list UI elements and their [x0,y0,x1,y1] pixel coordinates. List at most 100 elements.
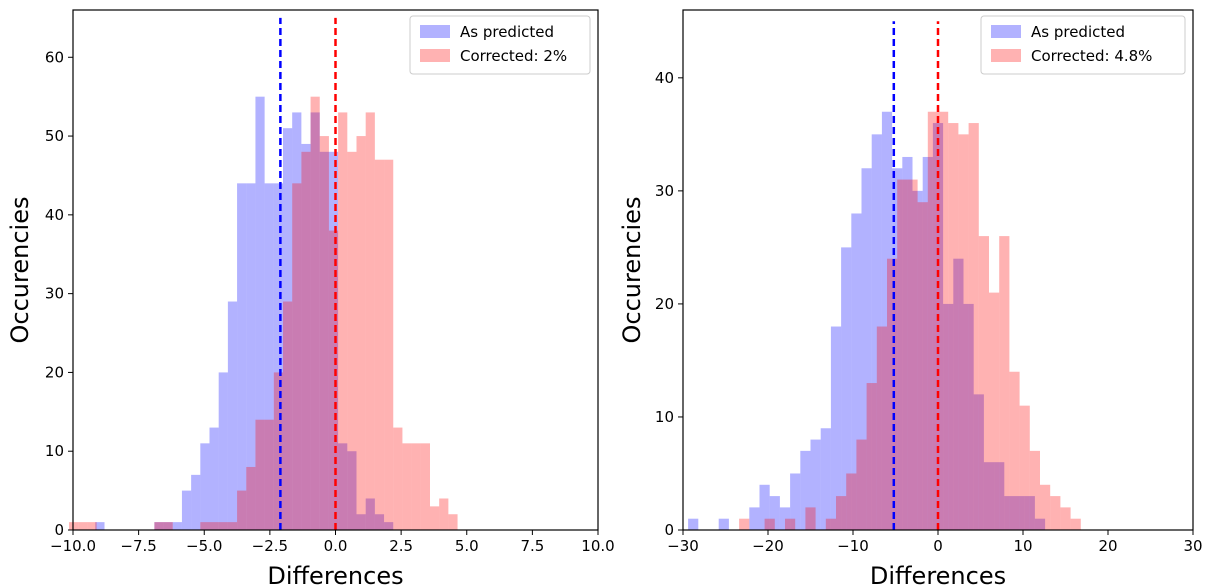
histogram-bar [779,507,791,530]
histogram-bar [948,123,959,530]
histogram-bar [273,183,283,531]
histogram-bar [439,498,449,530]
histogram-bar [255,419,265,530]
histogram-bar [1040,484,1051,530]
series-0 [95,96,394,531]
histogram-bar [78,522,88,530]
histogram-bar [830,326,842,530]
x-tick-label: 0.0 [324,537,348,555]
y-tick-label: 30 [45,285,64,303]
histogram-bar [255,96,265,531]
x-tick-label: 0 [933,537,943,555]
histogram-bar [200,443,210,530]
y-axis-label: Occurencies [618,197,646,344]
histogram-bar [871,134,882,530]
histogram-bar [420,443,430,530]
y-axis-label: Occurencies [6,197,34,344]
histogram-bar [87,522,97,530]
histogram-bar [411,443,421,530]
histogram-bar [328,230,339,530]
histogram-bar [292,183,302,531]
histogram-bar [810,439,821,530]
histogram-bar [237,183,247,531]
legend-label: As predicted [1031,23,1125,41]
histogram-bar [365,498,375,530]
histogram-bar [1009,371,1020,530]
x-tick-label: −30 [667,537,699,555]
legend-swatch [420,49,450,62]
histogram-bar [227,522,238,530]
histogram-bar [887,258,898,530]
histogram-bar [759,484,770,530]
histogram-bar [301,151,311,530]
histogram-bar [338,443,348,530]
histogram-bar [69,522,79,530]
legend: As predicted Corrected: 2% [409,15,591,75]
y-tick-label: 20 [655,295,674,313]
histogram-bar [963,303,974,530]
histogram-bar [430,506,440,530]
histogram-bar [1034,518,1046,530]
histogram-bar [154,522,164,530]
histogram-bar [191,474,201,530]
histogram-bar [825,518,836,530]
histogram-bar [897,179,908,530]
legend-swatch [420,25,450,38]
histogram-bar [246,466,256,530]
histogram-bar [273,372,283,530]
x-tick-label: −7.5 [120,537,156,555]
histogram-bar [836,496,847,530]
x-tick-label: 5.0 [455,537,479,555]
histogram-bar [749,507,760,530]
series-1 [69,96,458,531]
y-tick-label: 50 [45,127,64,145]
histogram-bar [841,247,852,531]
histogram-bar [953,258,964,530]
y-tick-label: 40 [655,69,674,87]
histogram-bar [718,518,729,530]
histogram-bar [892,168,903,530]
histogram-bar [805,507,816,530]
x-tick-label: −5.0 [186,537,222,555]
right-histogram-chart: −30 −20 −10 0 10 20 30 0 10 20 30 40 Differences Occu… [618,9,1203,587]
histogram-bar [785,518,796,530]
legend-label: Corrected: 4.8% [1031,47,1152,65]
histogram-bar [319,136,329,530]
histogram-bar [769,496,780,530]
histogram-bar [356,136,366,530]
histogram-bar [264,419,274,530]
y-tick-label: 60 [45,48,64,66]
histogram-bar [1060,507,1071,530]
y-tick-label: 10 [45,442,64,460]
histogram-bar [881,111,893,530]
histogram-bar [95,522,105,530]
histogram-bar [912,190,923,530]
histogram-bar [310,112,320,530]
histogram-bar [218,372,228,530]
y-tick-label: 20 [45,363,64,381]
histogram-bar [983,462,995,530]
histogram-bar [927,111,938,530]
x-tick-label: 20 [1098,537,1117,555]
histogram-bar [310,96,320,531]
legend-swatch [991,25,1021,38]
histogram-bar [154,522,164,530]
histogram-bar [448,514,458,530]
histogram-bar [163,522,173,530]
histogram-bar [163,522,173,530]
y-tick-label: 30 [655,182,674,200]
histogram-bar [347,151,357,530]
histogram-bar [356,514,366,530]
y-tick-label: 0 [54,521,64,539]
histogram-bar [943,303,954,530]
x-tick-label: −2.5 [252,537,288,555]
histogram-bar [1050,496,1061,530]
histogram-bar [338,112,348,530]
histogram-bar [800,450,811,530]
legend-label: As predicted [460,23,554,41]
x-tick-label: −20 [752,537,784,555]
histogram-bar [922,156,933,530]
left-histogram-chart: −10.0 −7.5 −5.0 −2.5 0.0 2.5 5.0 7.5 10.0 0 10 20 30… [6,9,615,587]
histogram-bar [237,490,247,530]
histogram-bar [978,236,989,530]
